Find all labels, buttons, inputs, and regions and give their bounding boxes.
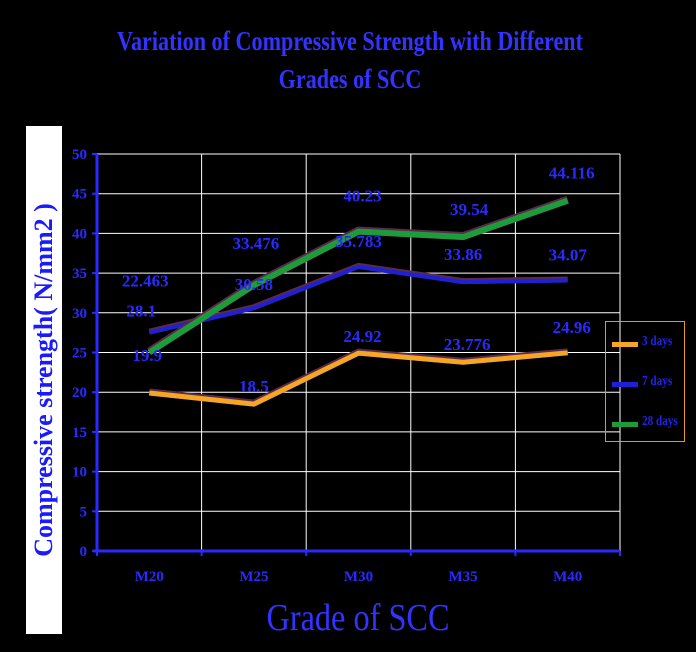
data-label-3-days-m35: 23.776 <box>444 335 491 354</box>
x-tick-label-m35: M35 <box>449 569 478 585</box>
y-tick-label-45: 45 <box>72 187 87 203</box>
y-tick-label-40: 40 <box>72 226 87 242</box>
x-tick-label-m40: M40 <box>553 569 582 585</box>
x-axis-label: Grade of SCC <box>266 597 450 639</box>
data-label-7-days-m25: 30.58 <box>235 275 273 294</box>
y-tick-label-30: 30 <box>72 306 87 322</box>
legend-swatch-7-days <box>612 382 638 387</box>
series-shadow-7-days <box>148 262 568 335</box>
y-axis-label-background <box>26 126 62 634</box>
data-label-7-days-m30: 35.783 <box>335 232 382 251</box>
data-label-28-days-m40: 44.116 <box>549 164 595 183</box>
y-tick-label-20: 20 <box>72 385 87 401</box>
series-line-7-days <box>148 264 568 335</box>
data-label-28-days-m35: 39.54 <box>450 200 489 219</box>
chart-title-line-1: Variation of Compressive Strength with D… <box>117 26 583 56</box>
y-tick-label-35: 35 <box>72 266 87 282</box>
legend-label-7-days: 7 days <box>642 374 673 389</box>
data-label-7-days-m35: 33.86 <box>444 245 482 264</box>
series-line-3-days <box>149 350 568 407</box>
data-label-28-days-m25: 33.476 <box>233 234 280 253</box>
data-label-3-days-m20: 19.9 <box>132 346 162 365</box>
data-label-28-days-m30: 40.23 <box>343 187 381 206</box>
legend-item-7-days: 7 days <box>612 374 686 394</box>
y-tick-label-15: 15 <box>72 425 87 441</box>
legend-label-28-days: 28 days <box>642 414 678 429</box>
legend: 3 days 7 days 28 days <box>605 321 685 442</box>
data-label-28-days-m20: 22.463 <box>122 272 169 291</box>
x-tick-label-m20: M20 <box>135 569 164 585</box>
y-tick-label-5: 5 <box>80 504 88 520</box>
legend-swatch-3-days <box>612 342 638 347</box>
data-label-7-days-m40: 34.07 <box>549 245 588 264</box>
x-tick-label-m25: M25 <box>239 569 268 585</box>
legend-item-28-days: 28 days <box>612 414 686 434</box>
chart-title: Variation of Compressive Strength with D… <box>96 22 604 98</box>
y-tick-label-50: 50 <box>72 147 87 163</box>
y-tick-label-10: 10 <box>72 465 87 481</box>
data-label-3-days-m30: 24.92 <box>343 327 381 346</box>
x-tick-label-m30: M30 <box>344 569 373 585</box>
y-tick-label-0: 0 <box>80 544 88 560</box>
legend-swatch-28-days <box>612 422 638 427</box>
data-label-7-days-m20: 28.1 <box>126 302 156 321</box>
data-label-3-days-m40: 24.96 <box>553 318 591 337</box>
y-tick-label-25: 25 <box>72 346 87 362</box>
data-label-3-days-m25: 18.5 <box>239 377 269 396</box>
legend-label-3-days: 3 days <box>642 334 673 349</box>
series-line-28-days <box>147 197 569 356</box>
legend-item-3-days: 3 days <box>612 334 686 354</box>
chart-title-line-2: Grades of SCC <box>278 64 422 94</box>
